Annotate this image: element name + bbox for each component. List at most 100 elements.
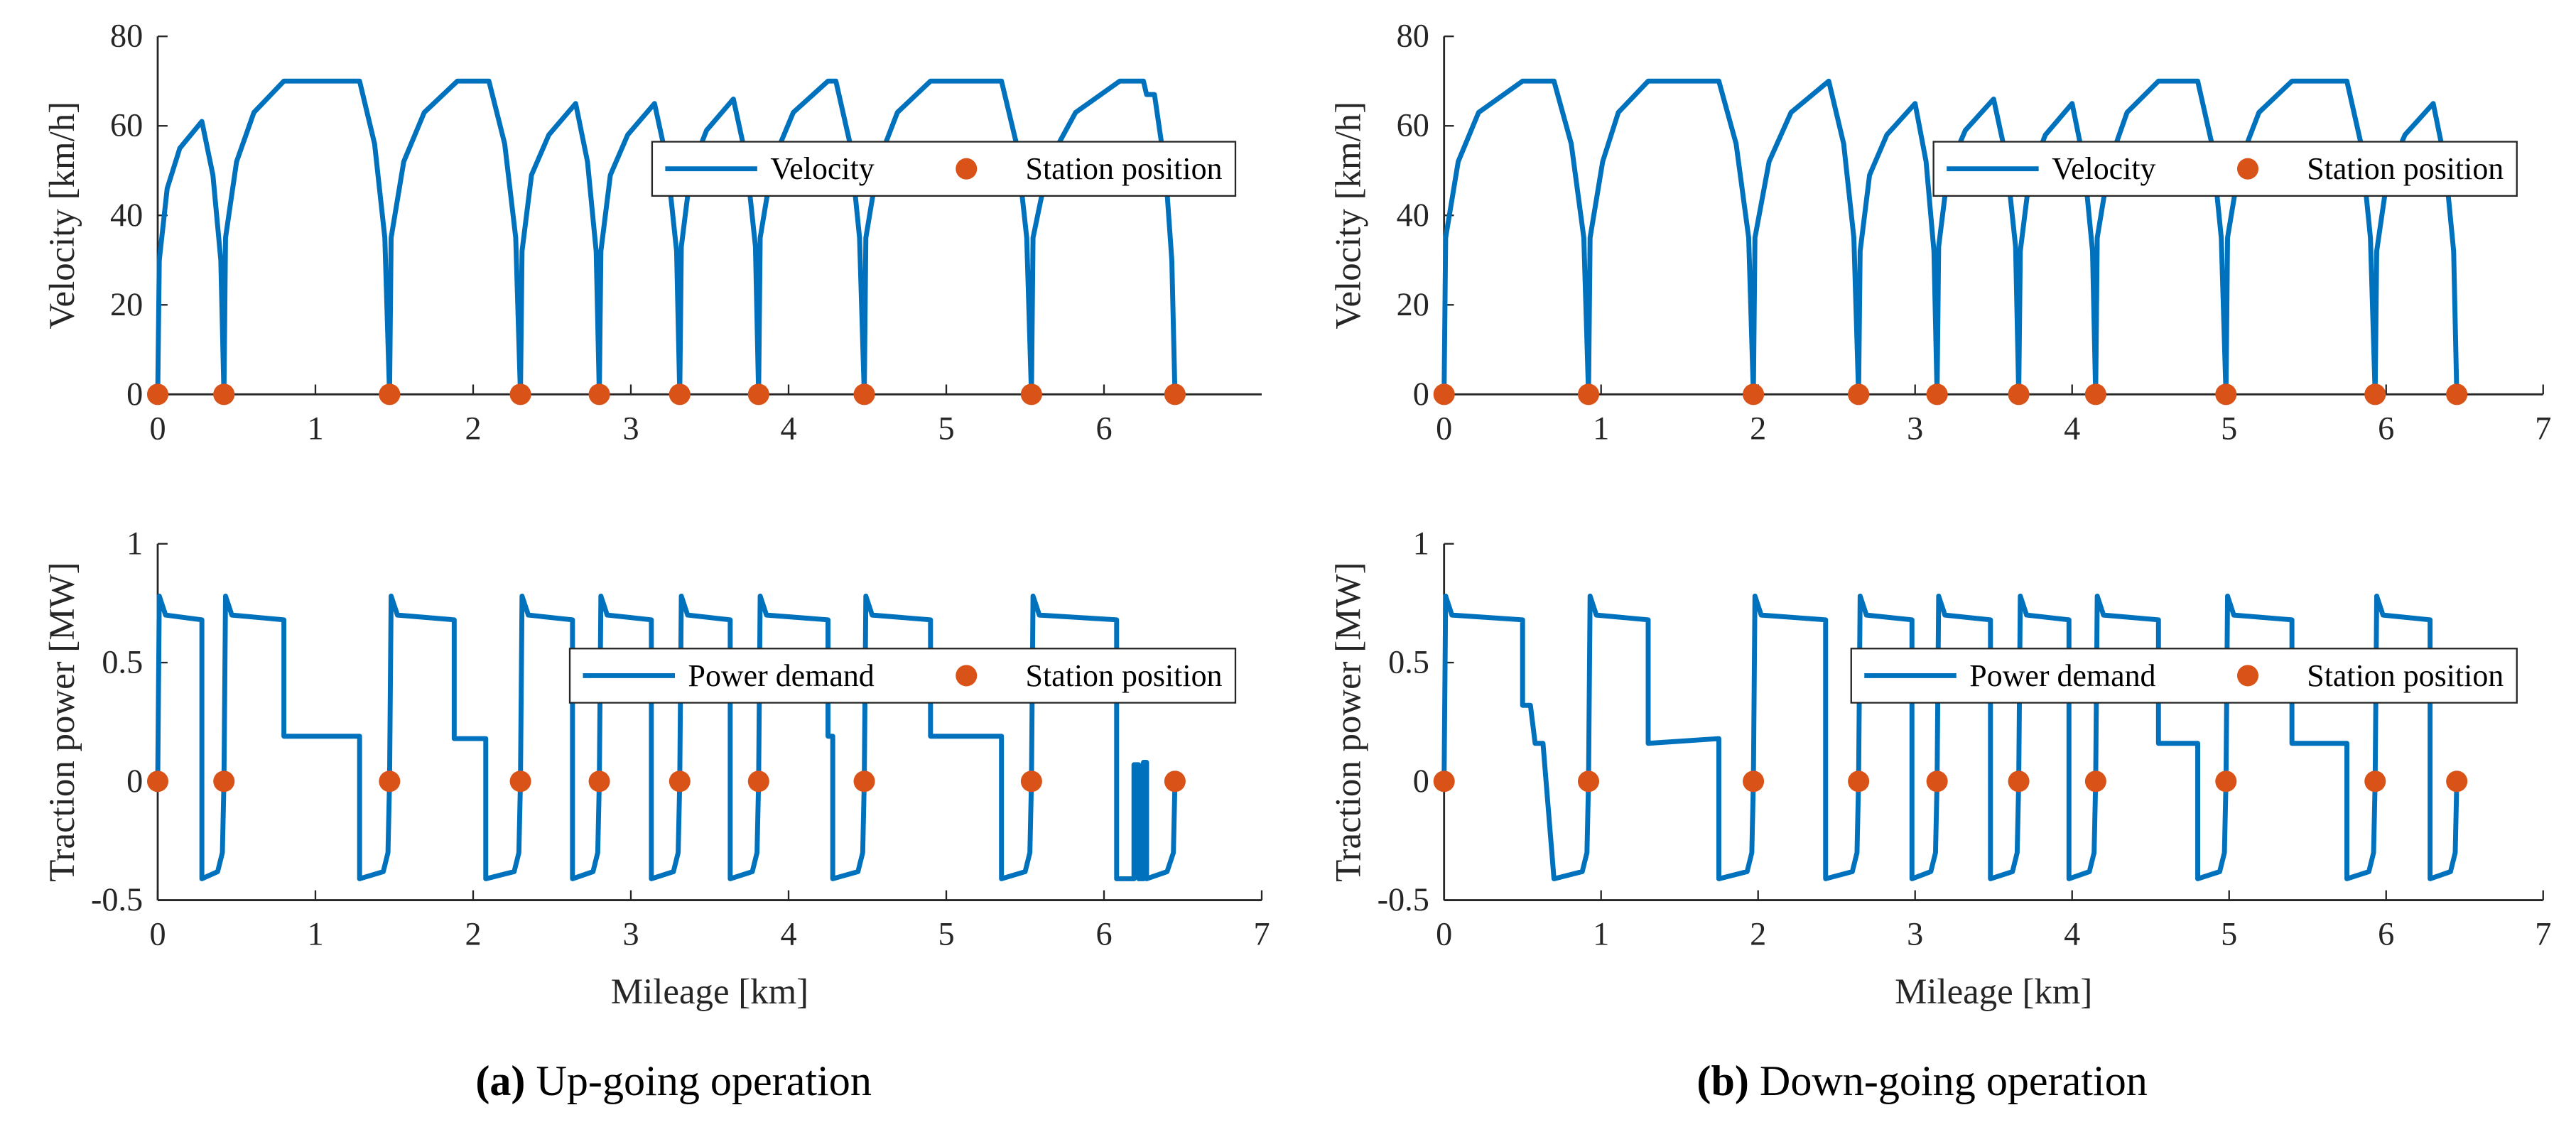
caption-a: (a) Up-going operation — [475, 1057, 872, 1104]
y-tick-label: 0.5 — [102, 645, 143, 681]
x-tick-label: 1 — [1593, 917, 1609, 953]
station-marker — [853, 383, 875, 405]
legend: Power demand Station position — [568, 648, 1237, 704]
station-marker — [1433, 383, 1455, 405]
data-line — [1441, 78, 2459, 397]
station-marker — [747, 383, 769, 405]
legend: Velocity Station position — [651, 141, 1237, 197]
y-tick-label: 60 — [1397, 108, 1429, 144]
legend-label: Power demand — [688, 658, 875, 693]
y-tick-label: 0 — [126, 763, 143, 800]
station-marker — [2215, 383, 2237, 405]
y-tick-label: 60 — [110, 108, 143, 144]
station-marker — [1848, 383, 1870, 405]
station-marker — [1848, 771, 1870, 793]
data-line — [155, 78, 1178, 397]
x-tick-label: 3 — [622, 917, 639, 953]
y-tick-label: 1 — [126, 526, 143, 562]
station-marker — [509, 383, 531, 405]
x-tick-label: 6 — [1095, 917, 1112, 953]
station-marker — [1577, 383, 1600, 405]
y-tick-label: 0 — [1413, 763, 1429, 800]
y-axis-label: Velocity [km/h] — [1329, 102, 1369, 330]
legend-label: Power demand — [1969, 658, 2155, 693]
station-marker — [146, 771, 169, 793]
legend-label: Station position — [1026, 151, 1223, 186]
x-tick-label: 6 — [2378, 410, 2394, 447]
station-marker — [1020, 771, 1042, 793]
station-marker — [669, 383, 691, 405]
x-tick-label: 3 — [622, 410, 639, 447]
x-axis-label: Mileage [km] — [611, 972, 808, 1012]
y-tick-label: 0.5 — [1388, 645, 1429, 681]
station-marker — [1020, 383, 1042, 405]
station-marker — [1164, 771, 1186, 793]
station-marker — [1743, 771, 1765, 793]
y-tick-label: 80 — [1397, 18, 1429, 55]
station-marker — [1743, 383, 1765, 405]
x-tick-label: 7 — [2535, 917, 2551, 953]
y-tick-label: 40 — [110, 197, 143, 234]
x-tick-label: 6 — [1095, 410, 1112, 447]
legend: Power demand Station position — [1850, 648, 2518, 704]
y-tick-label: 0 — [126, 376, 143, 413]
x-tick-label: 3 — [1907, 410, 1923, 447]
station-marker — [2446, 383, 2468, 405]
x-tick-label: 3 — [1907, 917, 1923, 953]
station-marker — [1926, 771, 1948, 793]
y-tick-label: 1 — [1413, 526, 1429, 562]
legend-label: Station position — [1026, 658, 1223, 693]
x-tick-label: 5 — [938, 917, 954, 953]
x-axis-label: Mileage [km] — [1895, 972, 2092, 1012]
legend-swatch — [956, 158, 978, 180]
caption-label: (a) — [475, 1057, 525, 1104]
x-tick-label: 1 — [307, 410, 323, 447]
station-marker — [2364, 771, 2386, 793]
y-tick-label: 40 — [1397, 197, 1429, 234]
x-tick-label: 2 — [465, 410, 481, 447]
y-tick-label: -0.5 — [91, 882, 143, 918]
data-line — [1441, 593, 2459, 881]
legend: Velocity Station position — [1932, 141, 2518, 197]
station-marker — [1164, 383, 1186, 405]
caption-text: Up-going operation — [536, 1057, 871, 1104]
station-marker — [2084, 771, 2106, 793]
y-axis-label: Traction power [MW] — [43, 562, 82, 882]
legend-swatch — [2236, 158, 2259, 180]
station-marker — [146, 383, 169, 405]
legend-box — [568, 648, 1237, 704]
x-tick-label: 7 — [1253, 917, 1270, 953]
x-tick-label: 0 — [1436, 917, 1452, 953]
y-tick-label: 20 — [1397, 287, 1429, 323]
y-axis-label: Traction power [MW] — [1329, 562, 1369, 882]
station-marker — [2084, 383, 2106, 405]
x-tick-label: 4 — [2064, 410, 2080, 447]
station-marker — [2364, 383, 2386, 405]
station-marker — [853, 771, 875, 793]
station-marker — [2008, 383, 2030, 405]
station-marker — [2215, 771, 2237, 793]
x-tick-label: 1 — [307, 917, 323, 953]
legend-swatch — [956, 665, 978, 687]
caption-text: Down-going operation — [1760, 1057, 2148, 1104]
data-line — [155, 593, 1178, 881]
legend-label: Velocity — [770, 151, 874, 186]
x-tick-label: 0 — [1436, 410, 1452, 447]
x-tick-label: 2 — [1750, 917, 1766, 953]
station-marker — [588, 771, 610, 793]
x-tick-label: 2 — [1750, 410, 1766, 447]
axes: 0 1 2 3 4 5 6 7 0 20 40 60 80 Velocity [km/h] — [1329, 18, 2552, 447]
legend-box — [1850, 648, 2518, 704]
y-axis-label: Velocity [km/h] — [43, 102, 82, 330]
x-tick-label: 4 — [780, 917, 796, 953]
x-tick-label: 1 — [1593, 410, 1609, 447]
station-marker — [1433, 771, 1455, 793]
x-tick-label: 6 — [2378, 917, 2394, 953]
legend-label: Station position — [2307, 151, 2504, 186]
station-marker — [2446, 771, 2468, 793]
y-tick-label: 80 — [110, 18, 143, 55]
x-tick-label: 4 — [780, 410, 796, 447]
x-tick-label: 5 — [2221, 917, 2237, 953]
